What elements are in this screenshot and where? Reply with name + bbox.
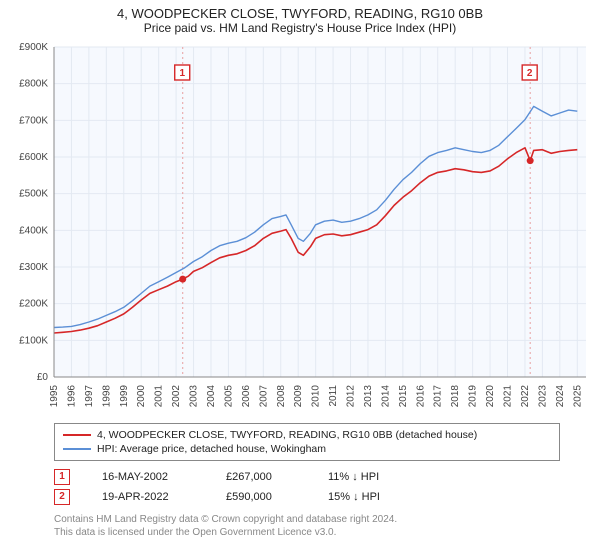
svg-text:£300K: £300K <box>19 262 48 273</box>
legend-row-hpi: HPI: Average price, detached house, Woki… <box>63 442 551 456</box>
legend-label-property: 4, WOODPECKER CLOSE, TWYFORD, READING, R… <box>97 429 477 441</box>
svg-text:£100K: £100K <box>19 335 48 346</box>
legend-swatch-property <box>63 434 91 436</box>
sale-marker-1: 1 <box>54 469 70 485</box>
chart-svg: £0 £100K £200K £300K £400K £500K £600K £700K £80… <box>0 39 600 419</box>
svg-text:2007: 2007 <box>258 385 269 408</box>
svg-text:1998: 1998 <box>101 385 112 408</box>
sale-price-1: £267,000 <box>226 471 296 483</box>
svg-text:2000: 2000 <box>136 385 147 408</box>
svg-text:2012: 2012 <box>346 385 357 408</box>
chart-container: 4, WOODPECKER CLOSE, TWYFORD, READING, R… <box>0 0 600 560</box>
sales-row-2: 2 19-APR-2022 £590,000 15% ↓ HPI <box>54 487 600 507</box>
sales-row-1: 1 16-MAY-2002 £267,000 11% ↓ HPI <box>54 467 600 487</box>
sales-table: 1 16-MAY-2002 £267,000 11% ↓ HPI 2 19-AP… <box>54 467 600 507</box>
sale-pct-1: 11% ↓ HPI <box>328 471 379 483</box>
svg-text:2002: 2002 <box>171 385 182 408</box>
svg-text:2019: 2019 <box>468 385 479 408</box>
svg-text:2022: 2022 <box>520 385 531 408</box>
svg-text:2001: 2001 <box>154 385 165 408</box>
sale-pct-2: 15% ↓ HPI <box>328 491 380 503</box>
svg-text:£800K: £800K <box>19 79 48 90</box>
svg-text:2024: 2024 <box>555 385 566 408</box>
svg-text:2003: 2003 <box>189 385 200 408</box>
svg-text:1995: 1995 <box>49 385 60 408</box>
svg-text:2: 2 <box>527 68 533 79</box>
svg-text:£700K: £700K <box>19 115 48 126</box>
svg-text:1997: 1997 <box>84 385 95 408</box>
sale-date-1: 16-MAY-2002 <box>102 471 194 483</box>
svg-text:2008: 2008 <box>276 385 287 408</box>
svg-text:£600K: £600K <box>19 152 48 163</box>
legend-label-hpi: HPI: Average price, detached house, Woki… <box>97 443 326 455</box>
svg-text:2018: 2018 <box>450 385 461 408</box>
chart-subtitle: Price paid vs. HM Land Registry's House … <box>0 21 600 39</box>
svg-text:1996: 1996 <box>66 385 77 408</box>
svg-text:1: 1 <box>179 68 185 79</box>
svg-text:2020: 2020 <box>485 385 496 408</box>
svg-text:2023: 2023 <box>537 385 548 408</box>
svg-text:2005: 2005 <box>223 385 234 408</box>
svg-text:£400K: £400K <box>19 225 48 236</box>
svg-text:2010: 2010 <box>311 385 322 408</box>
svg-text:2025: 2025 <box>572 385 583 408</box>
svg-text:£500K: £500K <box>19 189 48 200</box>
footer-attribution: Contains HM Land Registry data © Crown c… <box>54 513 600 539</box>
svg-text:1999: 1999 <box>119 385 130 408</box>
footer-line-1: Contains HM Land Registry data © Crown c… <box>54 513 600 526</box>
legend-swatch-hpi <box>63 448 91 450</box>
svg-text:2017: 2017 <box>433 385 444 408</box>
chart-area: £0 £100K £200K £300K £400K £500K £600K £700K £80… <box>0 39 600 419</box>
chart-title: 4, WOODPECKER CLOSE, TWYFORD, READING, R… <box>0 0 600 21</box>
footer-line-2: This data is licensed under the Open Gov… <box>54 526 600 539</box>
svg-text:2021: 2021 <box>503 385 514 408</box>
svg-text:£200K: £200K <box>19 299 48 310</box>
svg-text:2004: 2004 <box>206 385 217 408</box>
sale-price-2: £590,000 <box>226 491 296 503</box>
svg-text:2015: 2015 <box>398 385 409 408</box>
svg-text:2009: 2009 <box>293 385 304 408</box>
svg-text:£0: £0 <box>37 372 49 383</box>
sale-date-2: 19-APR-2022 <box>102 491 194 503</box>
sale-marker-2: 2 <box>54 489 70 505</box>
svg-text:2014: 2014 <box>380 385 391 408</box>
svg-text:2016: 2016 <box>415 385 426 408</box>
svg-text:2011: 2011 <box>328 385 339 407</box>
legend-box: 4, WOODPECKER CLOSE, TWYFORD, READING, R… <box>54 423 560 461</box>
svg-text:2006: 2006 <box>241 385 252 408</box>
svg-text:2013: 2013 <box>363 385 374 408</box>
legend-row-property: 4, WOODPECKER CLOSE, TWYFORD, READING, R… <box>63 428 551 442</box>
svg-text:£900K: £900K <box>19 42 48 53</box>
